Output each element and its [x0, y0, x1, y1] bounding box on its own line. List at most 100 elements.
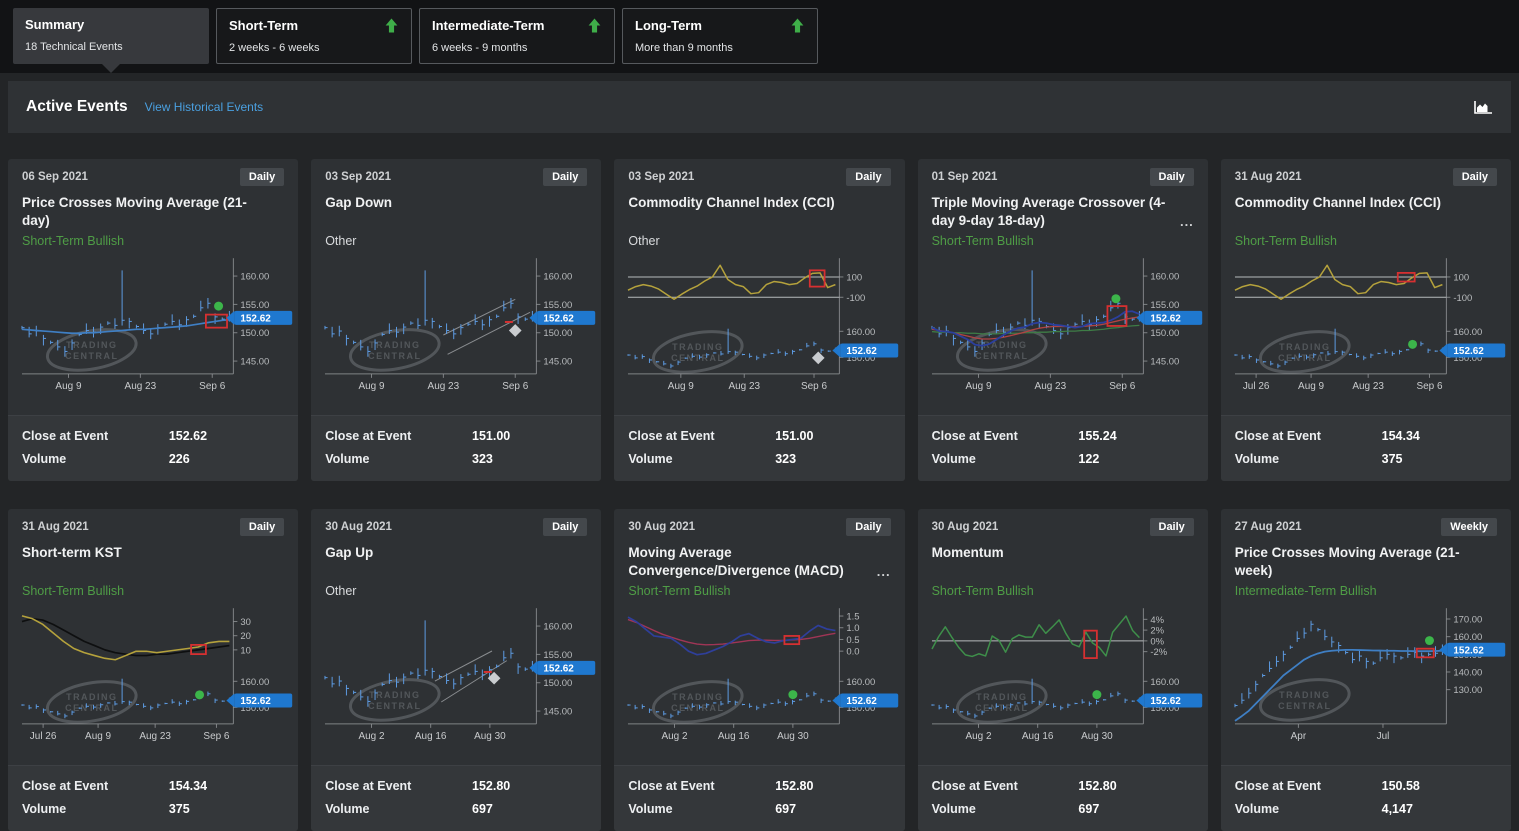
svg-text:0.5: 0.5	[847, 635, 860, 646]
event-title: Triple Moving Average Crossover (4-day 9…	[931, 195, 1166, 228]
close-at-event-value: 152.62	[168, 429, 208, 443]
volume-label: Volume	[628, 802, 673, 816]
tab-intermediate-term[interactable]: Intermediate-Term 6 weeks - 9 months	[419, 8, 615, 64]
svg-text:100: 100	[1453, 272, 1469, 283]
svg-text:160.00: 160.00	[544, 272, 573, 283]
more-options-icon[interactable]: ...	[876, 564, 891, 579]
event-card[interactable]: 30 Aug 2021 Daily Momentum Short-Term Bulli…	[917, 509, 1208, 831]
svg-text:160.00: 160.00	[847, 677, 876, 688]
tab-sublabel: 6 weeks - 9 months	[432, 42, 528, 54]
event-date: 30 Aug 2021	[325, 521, 392, 533]
svg-text:-2%: -2%	[1150, 647, 1167, 658]
svg-text:155.00: 155.00	[1150, 300, 1179, 311]
event-date: 27 Aug 2021	[1234, 521, 1302, 533]
close-at-event-label: Close at Event	[325, 429, 412, 443]
volume-value: 375	[168, 802, 190, 816]
svg-text:-100: -100	[1453, 293, 1472, 304]
svg-text:20: 20	[240, 631, 251, 642]
svg-text:4%: 4%	[1150, 615, 1164, 626]
tab-label: Intermediate-Term	[432, 18, 545, 33]
svg-text:130.00: 130.00	[1453, 685, 1482, 696]
event-chart: Jul 26 Aug 9 Aug 23 Sep 6 100 -100 TRADING CENT…	[1227, 250, 1511, 402]
svg-text:160.00: 160.00	[240, 677, 269, 688]
svg-text:Sep 6: Sep 6	[1109, 381, 1136, 392]
svg-text:0.0: 0.0	[847, 647, 860, 658]
event-date: 30 Aug 2021	[628, 521, 696, 533]
event-card[interactable]: 06 Sep 2021 Daily Price Crosses Moving Ave…	[8, 159, 299, 481]
area-chart-icon[interactable]	[1473, 100, 1493, 115]
svg-text:TRADING: TRADING	[1279, 342, 1330, 352]
svg-text:155.00: 155.00	[544, 650, 573, 661]
svg-text:Aug 23: Aug 23	[139, 731, 171, 742]
svg-text:CENTRAL: CENTRAL	[1278, 353, 1331, 363]
volume-label: Volume	[22, 452, 67, 466]
tab-long-term[interactable]: Long-Term More than 9 months	[622, 8, 818, 64]
svg-text:150.00: 150.00	[847, 353, 876, 364]
volume-label: Volume	[1234, 802, 1280, 816]
svg-text:160.00: 160.00	[1150, 677, 1179, 688]
svg-text:Aug 30: Aug 30	[777, 731, 809, 742]
event-card[interactable]: 27 Aug 2021 Weekly Price Crosses Moving Av…	[1220, 509, 1511, 831]
svg-text:Jul: Jul	[1376, 731, 1389, 742]
event-card[interactable]: 30 Aug 2021 Daily Moving Average Convergen…	[614, 509, 905, 831]
svg-text:145.00: 145.00	[1150, 357, 1179, 368]
svg-text:152.62: 152.62	[544, 664, 575, 675]
svg-text:152.62: 152.62	[1150, 696, 1181, 707]
svg-text:Aug 23: Aug 23	[729, 381, 761, 392]
event-term: Short-Term Bullish	[1234, 234, 1337, 248]
svg-text:Aug 9: Aug 9	[668, 381, 695, 392]
period-badge: Daily	[1149, 168, 1194, 186]
tab-short-term[interactable]: Short-Term 2 weeks - 6 weeks	[216, 8, 412, 64]
tab-label: Short-Term	[229, 18, 299, 33]
more-options-icon[interactable]: ...	[1179, 214, 1194, 229]
event-card[interactable]: 03 Sep 2021 Daily Gap Down Other Aug 9 Aug 23…	[311, 159, 602, 481]
svg-text:150.00: 150.00	[240, 328, 269, 339]
close-at-event-value: 151.00	[472, 429, 511, 443]
svg-text:Aug 9: Aug 9	[1298, 381, 1325, 392]
event-card[interactable]: 30 Aug 2021 Daily Gap Up Other Aug 2 Aug 16 Au…	[311, 509, 602, 831]
close-at-event-label: Close at Event	[22, 779, 109, 793]
svg-text:145.00: 145.00	[544, 357, 573, 368]
event-title: Gap Down	[325, 195, 392, 210]
event-chart: Aug 2 Aug 16 Aug 30 TRADING CENTRAL 160.00 155…	[317, 600, 601, 752]
svg-text:152.62: 152.62	[240, 314, 271, 325]
svg-text:150.00: 150.00	[544, 328, 573, 339]
event-term: Short-Term Bullish	[931, 234, 1034, 248]
svg-text:170.00: 170.00	[1453, 615, 1482, 626]
tab-sublabel: More than 9 months	[635, 42, 733, 54]
tab-label: Summary	[25, 17, 85, 32]
event-card[interactable]: 01 Sep 2021 Daily Triple Moving Average Cr…	[917, 159, 1208, 481]
svg-text:CENTRAL: CENTRAL	[65, 703, 118, 713]
event-title: Short-term KST	[22, 545, 122, 560]
close-at-event-label: Close at Event	[628, 779, 715, 793]
close-at-event-label: Close at Event	[931, 429, 1018, 443]
svg-text:Sep 6: Sep 6	[801, 381, 828, 392]
close-at-event-value: 154.34	[168, 779, 208, 793]
tab-summary[interactable]: Summary 18 Technical Events	[13, 8, 209, 64]
event-term: Short-Term Bullish	[22, 584, 125, 598]
volume-value: 697	[775, 802, 797, 816]
svg-text:-100: -100	[847, 293, 866, 304]
svg-text:155.00: 155.00	[240, 300, 269, 311]
svg-text:Aug 9: Aug 9	[85, 731, 112, 742]
svg-text:Aug 23: Aug 23	[428, 381, 460, 392]
svg-text:Sep 6: Sep 6	[199, 381, 226, 392]
event-title: Moving Average Convergence/Divergence (M…	[628, 545, 844, 578]
svg-text:152.62: 152.62	[1453, 645, 1484, 656]
volume-label: Volume	[325, 802, 370, 816]
svg-text:TRADING: TRADING	[976, 340, 1027, 350]
svg-text:150.00: 150.00	[1453, 353, 1482, 364]
event-card[interactable]: 31 Aug 2021 Daily Short-term KST Short-Term…	[8, 509, 299, 831]
event-title: Price Crosses Moving Average (21-week)	[1234, 545, 1460, 578]
event-card[interactable]: 03 Sep 2021 Daily Commodity Channel Index …	[614, 159, 905, 481]
view-historical-events-link[interactable]: View Historical Events	[144, 100, 264, 114]
svg-text:TRADING: TRADING	[369, 340, 420, 350]
svg-text:160.00: 160.00	[1453, 327, 1482, 338]
volume-value: 375	[1381, 452, 1403, 466]
svg-text:152.62: 152.62	[240, 696, 271, 707]
svg-text:Apr: Apr	[1290, 731, 1306, 742]
event-title: Gap Up	[325, 545, 374, 560]
event-term: Other	[325, 584, 357, 598]
event-card[interactable]: 31 Aug 2021 Daily Commodity Channel Index …	[1220, 159, 1511, 481]
svg-text:Sep 6: Sep 6	[502, 381, 529, 392]
